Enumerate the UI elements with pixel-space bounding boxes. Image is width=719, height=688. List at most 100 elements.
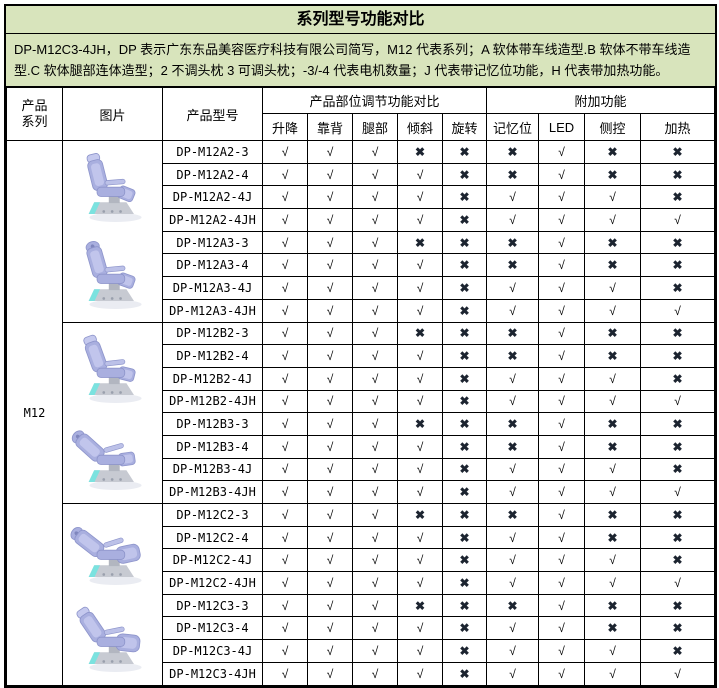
- feature-yes-mark: √: [397, 253, 443, 278]
- feature-yes-mark: √: [397, 276, 443, 300]
- feature-yes-mark: √: [584, 548, 641, 573]
- chair-m12b3-image: [66, 413, 160, 499]
- feature-no-mark: ✖: [442, 548, 487, 573]
- feature-yes-mark: √: [486, 457, 539, 482]
- model-cell: DP-M12C3-3: [162, 593, 263, 618]
- feature-no-mark: ✖: [442, 185, 487, 210]
- feature-no-mark: ✖: [442, 366, 487, 391]
- group-header-extra-functions: 附加功能: [485, 87, 716, 114]
- feature-yes-mark: √: [262, 661, 308, 686]
- feature-yes-mark: √: [538, 661, 585, 686]
- feature-yes-mark: √: [538, 389, 585, 414]
- picture-cell: [62, 140, 163, 323]
- feature-yes-mark: √: [262, 276, 308, 300]
- feature-yes-mark: √: [307, 276, 353, 300]
- feature-no-mark: ✖: [397, 593, 443, 618]
- feature-yes-mark: √: [307, 208, 353, 232]
- model-cell: DP-M12C3-4J: [162, 639, 263, 663]
- feature-yes-mark: √: [352, 185, 398, 210]
- feature-yes-mark: √: [538, 276, 585, 300]
- feature-yes-mark: √: [397, 457, 443, 482]
- table-row: DP-M12A2-4J √ √ √ √ ✖ √ √ √ ✖: [7, 185, 716, 210]
- feature-no-mark: ✖: [442, 571, 487, 595]
- table-body: M12 DP-M12A2-3 √ √ √ ✖ ✖ ✖ √ ✖ ✖ DP-M12A2-4 √ √ √ √ ✖ ✖ √ ✖…: [6, 140, 716, 686]
- model-cell: DP-M12C3-4: [162, 616, 263, 641]
- col-header-backrest: 靠背: [307, 113, 353, 141]
- feature-no-mark: ✖: [584, 503, 641, 527]
- feature-yes-mark: √: [262, 389, 308, 414]
- comparison-table: 产品 系列 图片 产品型号 产品部位调节功能对比 附加功能 升降 靠背 腿部 倾…: [6, 87, 716, 686]
- table-row: DP-M12B3-4 √ √ √ √ ✖ ✖ √ ✖ ✖: [7, 434, 716, 459]
- table-row: DP-M12C3-4 √ √ √ √ ✖ √ √ ✖ ✖: [7, 616, 716, 641]
- feature-yes-mark: √: [352, 230, 398, 255]
- feature-no-mark: ✖: [584, 616, 641, 641]
- feature-yes-mark: √: [486, 548, 539, 573]
- feature-no-mark: ✖: [639, 140, 716, 164]
- feature-yes-mark: √: [307, 162, 353, 187]
- feature-no-mark: ✖: [442, 480, 487, 504]
- model-cell: DP-M12B2-4J: [162, 366, 263, 391]
- feature-yes-mark: √: [307, 548, 353, 573]
- feature-yes-mark: √: [307, 185, 353, 210]
- feature-yes-mark: √: [397, 661, 443, 686]
- feature-yes-mark: √: [486, 571, 539, 595]
- feature-no-mark: ✖: [584, 321, 641, 346]
- feature-yes-mark: √: [639, 571, 716, 595]
- model-cell: DP-M12B3-3: [162, 412, 263, 436]
- model-cell: DP-M12C2-4J: [162, 548, 263, 573]
- feature-yes-mark: √: [584, 276, 641, 300]
- feature-no-mark: ✖: [639, 616, 716, 641]
- feature-yes-mark: √: [307, 639, 353, 663]
- feature-yes-mark: √: [262, 185, 308, 210]
- feature-yes-mark: √: [352, 639, 398, 663]
- feature-no-mark: ✖: [639, 412, 716, 436]
- feature-yes-mark: √: [486, 298, 539, 323]
- feature-no-mark: ✖: [486, 162, 539, 187]
- model-cell: DP-M12B3-4JH: [162, 480, 263, 504]
- chair-m12c3-image: [66, 595, 160, 681]
- feature-yes-mark: √: [584, 457, 641, 482]
- feature-no-mark: ✖: [442, 140, 487, 164]
- col-header-tilt: 倾斜: [397, 113, 443, 141]
- feature-yes-mark: √: [352, 503, 398, 527]
- col-header-memory: 记忆位: [486, 113, 539, 141]
- model-cell: DP-M12A3-3: [162, 230, 263, 255]
- col-header-picture: 图片: [62, 87, 163, 141]
- feature-yes-mark: √: [262, 230, 308, 255]
- feature-yes-mark: √: [352, 457, 398, 482]
- feature-yes-mark: √: [352, 208, 398, 232]
- feature-no-mark: ✖: [442, 457, 487, 482]
- picture-cell: [62, 321, 163, 504]
- feature-yes-mark: √: [584, 185, 641, 210]
- feature-yes-mark: √: [352, 389, 398, 414]
- feature-no-mark: ✖: [442, 412, 487, 436]
- comparison-sheet: 系列型号功能对比 DP-M12C3-4JH，DP 表示广东东品美容医疗科技有限公…: [4, 4, 717, 688]
- feature-no-mark: ✖: [442, 208, 487, 232]
- feature-no-mark: ✖: [442, 389, 487, 414]
- col-header-lift: 升降: [262, 113, 308, 141]
- feature-yes-mark: √: [352, 548, 398, 573]
- model-cell: DP-M12B2-4JH: [162, 389, 263, 414]
- feature-yes-mark: √: [307, 230, 353, 255]
- col-header-model: 产品型号: [162, 87, 263, 141]
- table-row: DP-M12A2-4JH √ √ √ √ ✖ √ √ √ √: [7, 208, 716, 232]
- feature-yes-mark: √: [262, 616, 308, 641]
- feature-yes-mark: √: [307, 253, 353, 278]
- feature-no-mark: ✖: [486, 230, 539, 255]
- feature-yes-mark: √: [262, 457, 308, 482]
- feature-yes-mark: √: [307, 389, 353, 414]
- feature-no-mark: ✖: [486, 321, 539, 346]
- feature-no-mark: ✖: [486, 434, 539, 459]
- feature-no-mark: ✖: [639, 525, 716, 550]
- feature-yes-mark: √: [397, 185, 443, 210]
- feature-yes-mark: √: [397, 639, 443, 663]
- feature-no-mark: ✖: [584, 230, 641, 255]
- feature-yes-mark: √: [262, 593, 308, 618]
- feature-yes-mark: √: [307, 140, 353, 164]
- header-sub-row: 升降 靠背 腿部 倾斜 旋转 记忆位 LED 侧控 加热: [7, 113, 716, 141]
- feature-no-mark: ✖: [584, 162, 641, 187]
- table-row: DP-M12C3-4JH √ √ √ √ ✖ √ √ √ √: [7, 661, 716, 686]
- feature-yes-mark: √: [262, 253, 308, 278]
- feature-yes-mark: √: [538, 162, 585, 187]
- feature-yes-mark: √: [486, 639, 539, 663]
